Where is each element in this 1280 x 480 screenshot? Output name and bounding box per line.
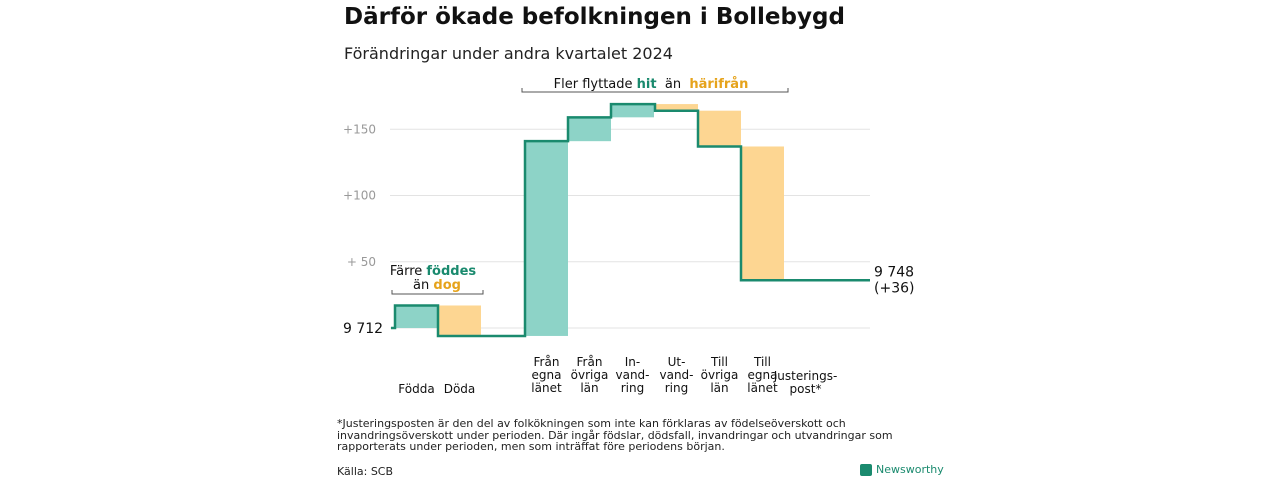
chart-subtitle: Förändringar under andra kvartalet 2024 <box>344 44 673 63</box>
category-label: post* <box>790 382 822 396</box>
bar <box>611 104 654 118</box>
migration-annotation-bracket <box>521 88 789 93</box>
category-label: länet <box>531 381 562 395</box>
y-tick-label: + 50 <box>347 255 376 269</box>
migration-annotation-negative-word: härifrån <box>689 77 748 92</box>
newsworthy-icon <box>860 463 872 476</box>
category-label: Döda <box>444 382 476 396</box>
end-change-label: (+36) <box>874 280 914 296</box>
category-label: Till <box>753 355 771 369</box>
category-label: Ut- <box>668 355 686 369</box>
category-label: vand- <box>615 368 649 382</box>
birth-annotation-line2: än dog <box>413 278 461 293</box>
birth-annotation-prefix: Färre <box>390 264 427 279</box>
category-label: Födda <box>398 382 434 396</box>
y-tick-label: +100 <box>343 189 376 203</box>
end-value-label: 9 748 <box>874 264 914 280</box>
bar <box>741 146 784 281</box>
birth-annotation-bracket <box>391 290 484 295</box>
category-label: vand- <box>659 368 693 382</box>
bar <box>438 305 481 336</box>
source-text: Källa: SCB <box>337 465 394 478</box>
category-label: övriga <box>571 368 609 382</box>
category-label: övriga <box>701 368 739 382</box>
category-label: länet <box>747 381 778 395</box>
category-label: egna <box>748 368 778 382</box>
cumulative-step-line <box>391 102 870 338</box>
birth-annotation-negative-word: dog <box>433 278 461 293</box>
migration-annotation-positive-word: hit <box>637 77 657 92</box>
category-label: Justerings- <box>773 369 838 383</box>
bar <box>698 110 741 147</box>
category-label: In- <box>625 355 640 369</box>
birth-annotation-than: än <box>413 278 433 293</box>
birth-annotation-positive-word: föddes <box>426 264 476 279</box>
category-label: län <box>710 381 728 395</box>
category-label: ring <box>621 381 645 395</box>
category-label: ring <box>665 381 689 395</box>
y-tick-label: +150 <box>343 122 376 136</box>
migration-annotation-prefix: Fler flyttade <box>554 77 637 92</box>
birth-annotation-line1: Färre föddes <box>390 264 477 279</box>
category-label: Från <box>534 355 560 369</box>
migration-annotation-than: än <box>657 77 690 92</box>
bar <box>395 305 438 328</box>
bar <box>655 104 698 111</box>
baseline-value-label: 9 712 <box>343 321 383 337</box>
migration-annotation: Fler flyttade hit än härifrån <box>554 77 749 92</box>
category-label: län <box>580 381 598 395</box>
category-label: Från <box>577 355 603 369</box>
category-label: Till <box>710 355 728 369</box>
category-label: egna <box>532 368 562 382</box>
bar <box>568 117 611 142</box>
brand-name: Newsworthy <box>876 463 944 476</box>
bar <box>525 141 568 336</box>
brand-logo: Newsworthy <box>860 463 944 476</box>
footnote: *Justeringsposten är den del av folkökni… <box>337 417 893 453</box>
chart-title: Därför ökade befolkningen i Bollebygd <box>344 4 845 30</box>
